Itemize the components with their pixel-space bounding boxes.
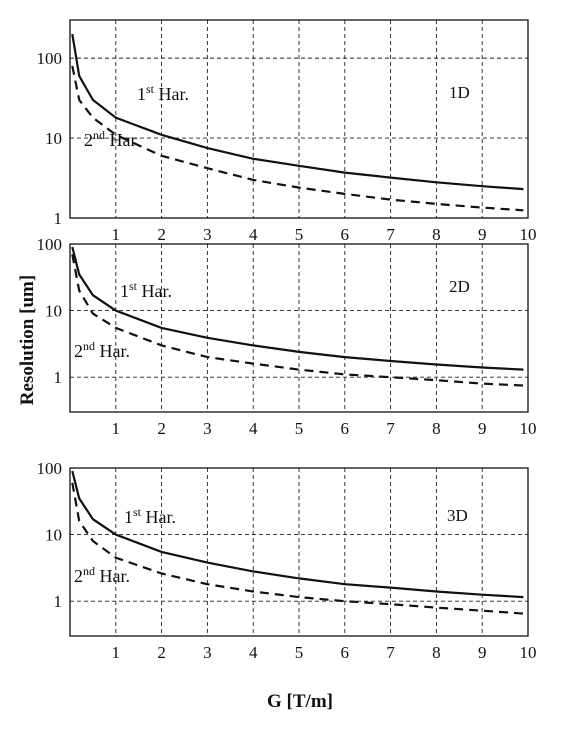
- x-tick-label: 9: [478, 643, 487, 662]
- series-label-2nd-har: 2nd Har.: [84, 128, 140, 150]
- x-tick-label: 6: [341, 643, 350, 662]
- x-tick-label: 5: [295, 225, 304, 244]
- panel-label: 1D: [449, 83, 470, 102]
- panel-2d: 1 2 3 4 5 6 7 8 9 10 1 10 100 1st Har. 2nd Har. 2D: [37, 235, 537, 438]
- x-tick-label: 10: [520, 419, 537, 438]
- x-tick-label: 9: [478, 225, 487, 244]
- panel-1d: 1 2 3 4 5 6 7 8 9 10 1 10 100 1st Har. 2nd Har. 1D: [37, 19, 537, 244]
- x-tick-label: 10: [520, 643, 537, 662]
- x-tick-label: 5: [295, 419, 304, 438]
- panel-3d: 1 2 3 4 5 6 7 8 9 10 1 10 100 1st Har. 2nd Har. 3D: [37, 459, 537, 662]
- y-tick-label: 100: [37, 459, 63, 478]
- x-tick-label: 7: [386, 225, 395, 244]
- x-tick-label: 2: [157, 419, 166, 438]
- x-tick-label: 7: [386, 419, 395, 438]
- y-tick-label: 100: [37, 235, 63, 254]
- series-label-1st-har: 1st Har.: [120, 279, 172, 301]
- x-tick-label: 6: [341, 419, 350, 438]
- x-tick-label: 3: [203, 643, 212, 662]
- x-tick-label: 1: [112, 419, 121, 438]
- x-tick-label: 4: [249, 419, 258, 438]
- y-tick-label: 10: [45, 129, 62, 148]
- series-label-1st-har: 1st Har.: [124, 505, 176, 527]
- x-tick-label: 7: [386, 643, 395, 662]
- x-tick-label: 8: [432, 643, 441, 662]
- x-tick-label: 5: [295, 643, 304, 662]
- series-1st-har-line: [71, 246, 524, 371]
- x-tick-label: 3: [203, 225, 212, 244]
- y-tick-label: 100: [37, 49, 63, 68]
- x-tick-label: 10: [520, 225, 537, 244]
- x-tick-label: 4: [249, 225, 258, 244]
- y-axis-title: Resolution [um]: [17, 275, 38, 405]
- series-2nd-har-line: [71, 65, 524, 212]
- series-1st-har-line: [71, 470, 524, 599]
- x-tick-label: 9: [478, 419, 487, 438]
- series-label-2nd-har: 2nd Har.: [74, 339, 130, 361]
- plot-frame: [69, 467, 529, 637]
- series-2nd-har-line: [71, 482, 524, 615]
- series-label-2nd-har: 2nd Har.: [74, 564, 130, 586]
- y-tick-label: 1: [54, 368, 63, 387]
- x-tick-label: 1: [112, 643, 121, 662]
- y-tick-label: 10: [45, 302, 62, 321]
- x-tick-label: 8: [432, 225, 441, 244]
- y-tick-label: 1: [54, 209, 63, 228]
- panel-label: 2D: [449, 277, 470, 296]
- x-tick-label: 6: [341, 225, 350, 244]
- x-tick-label: 2: [157, 643, 166, 662]
- x-tick-label: 1: [112, 225, 121, 244]
- series-label-1st-har: 1st Har.: [137, 82, 189, 104]
- x-tick-label: 4: [249, 643, 258, 662]
- x-tick-label: 8: [432, 419, 441, 438]
- series-1st-har-line: [71, 33, 524, 191]
- x-tick-label: 3: [203, 419, 212, 438]
- y-tick-label: 10: [45, 526, 62, 545]
- plot-frame: [69, 19, 529, 219]
- plot-frame: [69, 243, 529, 413]
- x-axis-title: G [T/m]: [267, 691, 333, 712]
- x-tick-label: 2: [157, 225, 166, 244]
- series-2nd-har-line: [71, 254, 524, 387]
- y-tick-label: 1: [54, 592, 63, 611]
- panel-label: 3D: [447, 506, 468, 525]
